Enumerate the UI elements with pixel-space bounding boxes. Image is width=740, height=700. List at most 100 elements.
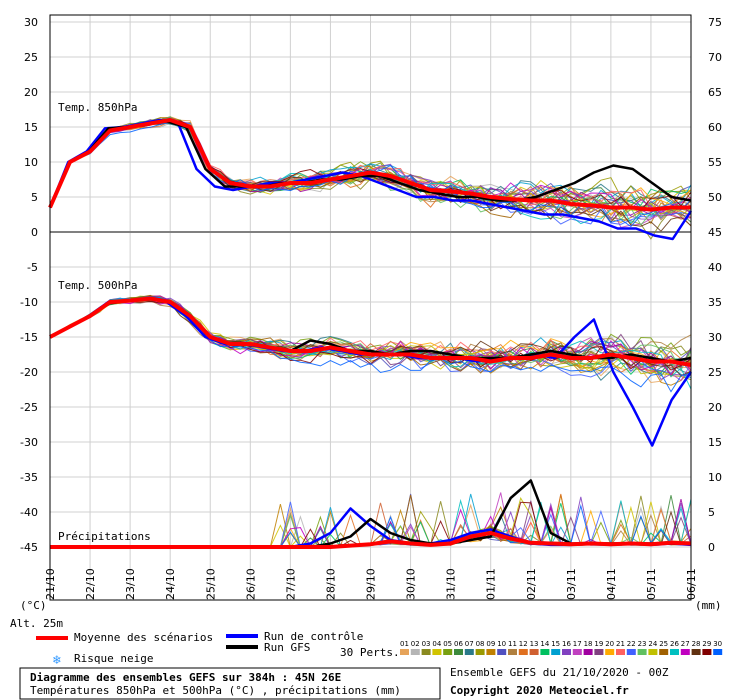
pert-swatch xyxy=(583,649,593,655)
left-tick-label: -20 xyxy=(20,366,38,379)
pert-swatch xyxy=(497,649,507,655)
legend-gfs-label: Run GFS xyxy=(264,641,310,654)
pert-number: 17 xyxy=(573,640,582,648)
series-0-precip xyxy=(50,531,692,549)
pert-swatch xyxy=(702,649,712,655)
perturbation-legend: 01 02 03 04 05 06 07 08 09 10 11 12 13 14 15 16 17 18 19 20… xyxy=(400,640,723,655)
x-tick-label: 28/10 xyxy=(324,568,337,600)
right-tick-label: 75 xyxy=(708,16,722,29)
pert-swatch xyxy=(562,649,571,655)
legend-control-label: Run de contrôle xyxy=(264,630,363,643)
x-tick-label: 01/11 xyxy=(485,568,498,600)
pert-swatch xyxy=(540,649,550,655)
pert-number: 11 xyxy=(508,640,517,648)
pert-swatch xyxy=(518,649,528,655)
pert-swatch xyxy=(400,649,409,655)
pert-swatch xyxy=(421,649,431,655)
pert-swatch xyxy=(432,649,442,655)
pert-number: 15 xyxy=(551,640,560,648)
pert-swatch xyxy=(616,649,625,655)
x-tick-label: 27/10 xyxy=(284,568,297,600)
right-tick-label: 65 xyxy=(708,86,722,99)
left-tick-label: -30 xyxy=(20,436,38,449)
pert-number: 04 xyxy=(432,640,441,648)
chart-grid xyxy=(49,15,692,600)
pert-swatch xyxy=(508,649,517,655)
pert-number: 12 xyxy=(519,640,528,648)
left-tick-label: 5 xyxy=(31,191,38,204)
series-0-t500 xyxy=(49,296,692,367)
x-tick-label: 26/10 xyxy=(244,568,257,600)
pert-number: 18 xyxy=(584,640,593,648)
left-tick-label: 15 xyxy=(24,121,38,134)
right-tick-label: 70 xyxy=(708,51,722,64)
x-tick-label: 21/10 xyxy=(44,568,57,600)
pert-swatch xyxy=(691,649,701,655)
pert-swatch xyxy=(670,649,679,655)
right-tick-label: 30 xyxy=(708,331,722,344)
pert-number: 10 xyxy=(497,640,506,648)
right-tick-label: 10 xyxy=(708,471,722,484)
pert-number: 03 xyxy=(422,640,431,648)
left-tick-label: -5 xyxy=(27,261,38,274)
left-unit: (°C) xyxy=(20,599,47,612)
pert-swatch xyxy=(464,649,474,655)
x-tick-label: 22/10 xyxy=(84,568,97,600)
chart-subtitle: Températures 850hPa et 500hPa (°C) , pré… xyxy=(30,684,401,697)
x-tick-label: 03/11 xyxy=(565,568,578,600)
x-tick-label: 30/10 xyxy=(405,568,418,600)
pert-number: 23 xyxy=(638,640,647,648)
x-tick-label: 29/10 xyxy=(365,568,378,600)
legend: Moyenne des scénarios Run de contrôle Ru… xyxy=(36,630,723,668)
right-unit: (mm) xyxy=(695,599,722,612)
x-tick-label: 31/10 xyxy=(445,568,458,600)
label-precip: Précipitations xyxy=(58,530,151,543)
altitude-label: Alt. 25m xyxy=(10,617,63,630)
left-tick-label: -45 xyxy=(20,541,38,554)
x-tick-label: 06/11 xyxy=(685,568,698,600)
right-tick-label: 60 xyxy=(708,121,722,134)
left-tick-label: 0 xyxy=(31,226,38,239)
left-tick-label: -35 xyxy=(20,471,38,484)
left-tick-label: 10 xyxy=(24,156,38,169)
right-tick-label: 35 xyxy=(708,296,722,309)
pert-number: 26 xyxy=(670,640,679,648)
snowflake-icon: ❄ xyxy=(52,653,61,668)
pert-number: 21 xyxy=(616,640,625,648)
pert-swatch xyxy=(626,649,636,655)
pert-number: 19 xyxy=(594,640,603,648)
pert-number: 24 xyxy=(648,640,657,648)
left-axis-ticks: 30 25 20 15 10 5 0 -5 -10 -15 -20 -25 -30 -35 -40 -45 xyxy=(20,16,38,554)
left-tick-label: -15 xyxy=(20,331,38,344)
pert-number: 14 xyxy=(540,640,549,648)
legend-snow-label: Risque neige xyxy=(74,652,153,665)
pert-number: 07 xyxy=(465,640,474,648)
right-tick-label: 40 xyxy=(708,261,722,274)
right-tick-label: 0 xyxy=(708,541,715,554)
left-tick-label: -25 xyxy=(20,401,38,414)
copyright: Copyright 2020 Meteociel.fr xyxy=(450,684,629,697)
pert-swatch xyxy=(529,649,539,655)
right-tick-label: 45 xyxy=(708,226,722,239)
right-tick-label: 25 xyxy=(708,366,722,379)
right-tick-label: 55 xyxy=(708,156,722,169)
pert-swatch xyxy=(454,649,463,655)
x-tick-label: 04/11 xyxy=(605,568,618,600)
pert-number: 22 xyxy=(627,640,636,648)
right-tick-label: 50 xyxy=(708,191,722,204)
left-tick-label: -40 xyxy=(20,506,38,519)
pert-line-t500 xyxy=(49,296,692,393)
x-tick-label: 24/10 xyxy=(164,568,177,600)
ensemble-info: Ensemble GEFS du 21/10/2020 - 00Z xyxy=(450,666,669,679)
pert-swatch xyxy=(410,649,420,655)
chart-title: Diagramme des ensembles GEFS sur 384h : … xyxy=(30,671,341,684)
main-series xyxy=(48,118,693,549)
pert-swatch xyxy=(648,649,658,655)
label-t850: Temp. 850hPa xyxy=(58,101,137,114)
title-box xyxy=(19,667,441,700)
pert-swatch xyxy=(713,649,723,655)
x-tick-label: 23/10 xyxy=(124,568,137,600)
x-tick-label: 05/11 xyxy=(645,568,658,600)
